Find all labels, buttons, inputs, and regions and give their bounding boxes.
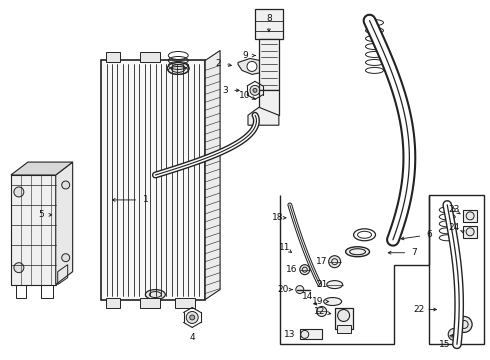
- Text: 2: 2: [215, 59, 221, 68]
- Polygon shape: [238, 58, 265, 75]
- Bar: [255, 9, 283, 39]
- Polygon shape: [175, 298, 195, 307]
- Circle shape: [466, 212, 474, 220]
- Ellipse shape: [327, 280, 343, 289]
- Circle shape: [62, 181, 70, 189]
- Text: 8: 8: [266, 14, 272, 23]
- Ellipse shape: [146, 289, 165, 300]
- Text: 17: 17: [316, 257, 327, 266]
- Circle shape: [338, 310, 349, 321]
- Circle shape: [14, 263, 24, 273]
- Text: 23: 23: [448, 206, 460, 215]
- Circle shape: [250, 85, 260, 95]
- Text: 16: 16: [286, 265, 297, 274]
- Ellipse shape: [167, 62, 189, 75]
- Circle shape: [456, 316, 472, 332]
- Polygon shape: [11, 175, 56, 285]
- Text: 6: 6: [426, 230, 432, 239]
- Circle shape: [253, 88, 257, 92]
- Text: 14: 14: [302, 292, 314, 301]
- Text: 13: 13: [284, 330, 295, 339]
- Bar: [337, 325, 350, 333]
- Polygon shape: [56, 162, 73, 285]
- Circle shape: [329, 256, 341, 268]
- Text: 19: 19: [312, 297, 323, 306]
- Text: 22: 22: [414, 305, 425, 314]
- Text: 15: 15: [439, 340, 450, 349]
- Bar: [463, 210, 477, 222]
- Text: 4: 4: [190, 333, 195, 342]
- Polygon shape: [205, 50, 220, 300]
- Ellipse shape: [324, 298, 342, 306]
- Bar: [463, 226, 477, 238]
- Text: 18: 18: [272, 213, 284, 222]
- Bar: [335, 307, 353, 329]
- Bar: [300, 329, 322, 339]
- Circle shape: [247, 62, 257, 71]
- Circle shape: [301, 330, 309, 338]
- Text: 3: 3: [222, 86, 228, 95]
- Text: 9: 9: [242, 51, 248, 60]
- Polygon shape: [105, 53, 121, 62]
- Circle shape: [190, 315, 195, 320]
- Circle shape: [317, 306, 327, 316]
- Text: 5: 5: [38, 210, 44, 219]
- Bar: [259, 90, 279, 115]
- Bar: [259, 39, 279, 90]
- Text: 1: 1: [143, 195, 148, 204]
- Text: 20: 20: [277, 285, 289, 294]
- Polygon shape: [141, 53, 160, 62]
- Circle shape: [14, 187, 24, 197]
- Polygon shape: [105, 298, 121, 307]
- Text: 21: 21: [316, 280, 327, 289]
- Circle shape: [296, 285, 304, 293]
- Polygon shape: [11, 162, 73, 175]
- Polygon shape: [141, 298, 160, 307]
- Circle shape: [62, 254, 70, 262]
- Circle shape: [448, 328, 460, 340]
- Text: 7: 7: [412, 248, 417, 257]
- Text: 11: 11: [279, 243, 291, 252]
- Ellipse shape: [345, 247, 369, 257]
- Circle shape: [300, 265, 310, 275]
- Text: 24: 24: [448, 223, 460, 232]
- Text: 10: 10: [239, 91, 251, 100]
- Polygon shape: [248, 107, 279, 125]
- Circle shape: [466, 228, 474, 236]
- Bar: [429, 195, 484, 345]
- Text: 12: 12: [314, 307, 325, 316]
- Bar: [100, 60, 205, 300]
- Circle shape: [186, 311, 198, 323]
